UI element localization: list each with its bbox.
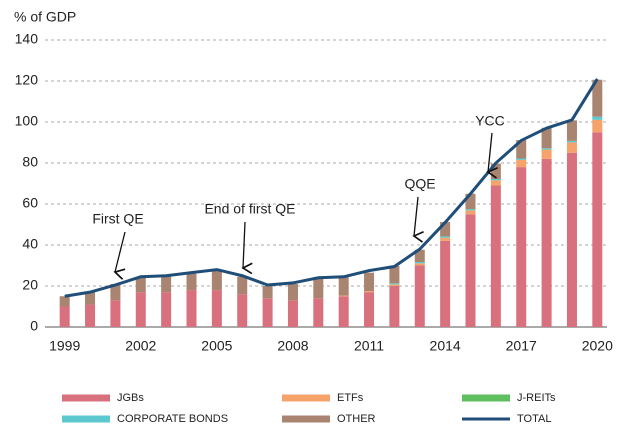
bar-segment <box>592 132 602 327</box>
bar-segment <box>592 120 602 132</box>
bar-segment <box>212 270 222 291</box>
bar-segment <box>110 300 120 327</box>
bar-segment <box>339 296 349 327</box>
legend-swatch <box>62 416 110 423</box>
bar-segment <box>542 159 552 327</box>
bar-segment <box>237 294 247 327</box>
x-tick-label: 2020 <box>582 338 613 354</box>
bar-segment <box>466 214 476 327</box>
bar-segment <box>364 273 374 291</box>
x-tick-label: 2014 <box>430 338 461 354</box>
x-tick-label: 2002 <box>125 338 156 354</box>
bar-segment <box>313 298 323 327</box>
legend-swatch <box>462 395 510 402</box>
bar-segment <box>516 160 526 167</box>
bar-segment <box>263 298 273 327</box>
bar-segment <box>516 158 526 159</box>
y-tick-label: 0 <box>30 318 38 334</box>
bar-segment <box>339 296 349 297</box>
bar-segment <box>60 296 70 306</box>
legend-swatch <box>62 395 110 402</box>
bar-segment <box>212 290 222 327</box>
y-tick-label: 40 <box>22 236 38 252</box>
bar-segment <box>491 180 501 185</box>
legend-label: J-REITs <box>517 392 556 404</box>
annotation: YCC <box>475 113 505 129</box>
y-tick-label: 20 <box>22 277 38 293</box>
bar-segment <box>187 290 197 327</box>
x-tick-label: 2008 <box>277 338 308 354</box>
annotation: First QE <box>92 211 143 227</box>
bar-segment <box>491 186 501 327</box>
bar-segment <box>389 286 399 327</box>
bar-segment <box>567 143 577 153</box>
annotation-arrow <box>414 197 418 236</box>
legend-swatch <box>282 395 330 402</box>
bar-segment <box>440 241 450 327</box>
bar-segment <box>389 285 399 286</box>
legend-label: OTHER <box>337 413 376 425</box>
y-axis-label: % of GDP <box>14 9 76 25</box>
bar-segment <box>136 292 146 327</box>
bar-segment <box>389 283 399 284</box>
bar-segment <box>466 209 476 210</box>
bar-segment <box>288 284 298 300</box>
x-tick-label: 2017 <box>506 338 537 354</box>
y-tick-label: 60 <box>22 195 38 211</box>
bar-segment <box>237 277 247 294</box>
bar-segment <box>415 262 425 263</box>
y-tick-label: 140 <box>15 31 39 47</box>
y-tick-label: 80 <box>22 154 38 170</box>
bar-segment <box>567 141 577 142</box>
legend-label: CORPORATE BONDS <box>117 413 228 425</box>
bar-segment <box>161 292 171 327</box>
bar-segment <box>364 291 374 292</box>
legend-label: ETFs <box>337 392 364 404</box>
bar-segment <box>516 167 526 327</box>
bar-segment <box>161 276 171 292</box>
x-tick-label: 2005 <box>201 338 232 354</box>
bar-segment <box>542 150 552 159</box>
bar-segment <box>60 307 70 328</box>
bar-segment <box>263 286 273 298</box>
bar-segment <box>364 292 374 327</box>
annotation: QQE <box>404 176 435 192</box>
bar-segment <box>415 263 425 265</box>
annotation-arrow <box>115 232 125 272</box>
bar-segment <box>440 238 450 241</box>
bar-segment <box>440 236 450 237</box>
annotation: End of first QE <box>204 201 295 217</box>
bar-segment <box>466 211 476 215</box>
legend-label: TOTAL <box>517 413 551 425</box>
bar-segment <box>567 120 577 141</box>
legend-label: JGBs <box>117 392 144 404</box>
bar-segment <box>339 277 349 295</box>
bar-segment <box>85 304 95 327</box>
bar-segment <box>288 300 298 327</box>
bar-segment <box>415 266 425 328</box>
bar-segment <box>542 148 552 149</box>
legend-swatch <box>282 416 330 423</box>
bar-segment <box>567 153 577 327</box>
x-tick-label: 2011 <box>354 338 384 354</box>
y-tick-label: 100 <box>15 113 39 129</box>
y-tick-label: 120 <box>15 72 39 88</box>
x-tick-label: 1999 <box>49 338 80 354</box>
bar-segment <box>187 274 197 290</box>
bar-segment <box>491 179 501 180</box>
bar-segment <box>313 278 323 299</box>
bar-segment <box>592 117 602 120</box>
